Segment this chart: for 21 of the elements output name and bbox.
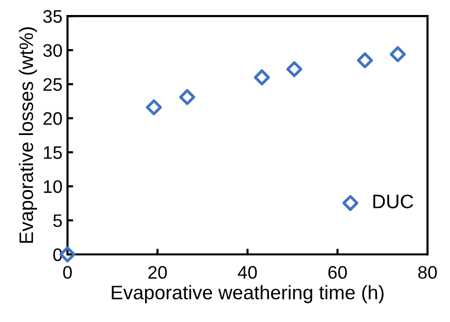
y-tick-label: 5 xyxy=(53,214,62,228)
x-tick-label: 60 xyxy=(328,266,347,279)
y-tick-label: 25 xyxy=(43,78,62,91)
y-tick-label: 20 xyxy=(43,112,62,125)
point xyxy=(146,99,162,116)
x-tick-label: 40 xyxy=(238,266,257,279)
x-axis-title: Evaporative weathering time (h) xyxy=(112,285,384,304)
point xyxy=(254,69,270,86)
point xyxy=(390,46,406,62)
y-axis-title: Evaporative losses (wt%) xyxy=(18,27,37,243)
y-tick-label: 10 xyxy=(44,180,62,194)
y-tick-label: 35 xyxy=(43,10,62,23)
legend-label: DUC xyxy=(373,194,414,208)
x-tick-label: 0 xyxy=(63,266,72,279)
point xyxy=(356,52,373,68)
y-tick-label: 15 xyxy=(44,146,62,159)
point xyxy=(286,61,302,78)
y-tick-label: 30 xyxy=(43,44,62,57)
x-tick-label: 20 xyxy=(148,266,167,279)
point xyxy=(179,89,196,106)
x-tick-label: 80 xyxy=(418,266,437,279)
